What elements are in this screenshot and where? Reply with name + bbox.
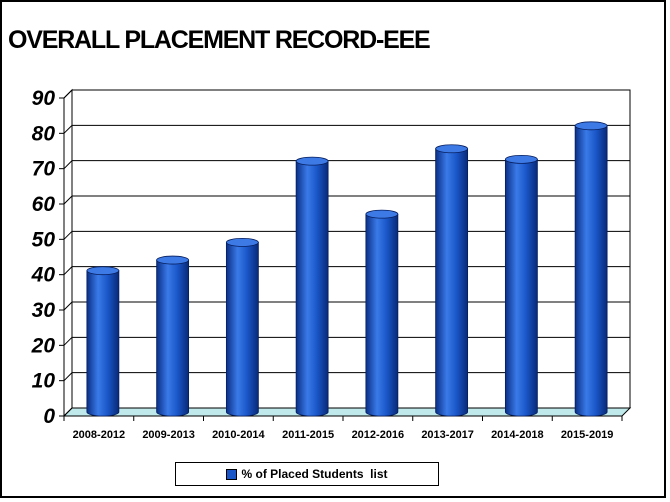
bar-top — [86, 266, 120, 276]
bar — [156, 259, 190, 417]
legend-swatch — [226, 468, 238, 480]
bar-top — [156, 255, 190, 265]
plot-floor — [62, 407, 632, 417]
bar — [86, 270, 120, 417]
bar-top — [574, 121, 608, 131]
y-tick-label: 30 — [32, 299, 56, 322]
gridline — [63, 89, 630, 99]
x-tick-label: 2013-2017 — [421, 429, 474, 441]
x-tick-label: 2008-2012 — [73, 429, 126, 441]
y-tick-label: 10 — [32, 370, 56, 393]
bar-top — [435, 144, 469, 154]
bar-top — [504, 154, 538, 164]
chart-legend: % of Placed Students list — [175, 462, 439, 486]
plot-back-wall — [71, 89, 631, 409]
y-tick-label: 50 — [32, 228, 56, 251]
legend-label: % of Placed Students list — [241, 467, 388, 481]
x-tick-label: 2014-2018 — [491, 429, 544, 441]
bar-top — [365, 209, 399, 219]
y-tick-label: 80 — [32, 122, 56, 145]
y-tick-label: 70 — [32, 158, 56, 181]
plot-side-wall — [63, 88, 73, 418]
bar — [225, 242, 259, 417]
bar — [435, 148, 469, 417]
bar — [574, 125, 608, 417]
y-tick-label: 40 — [31, 264, 56, 287]
x-tick-label: 2011-2015 — [282, 429, 334, 441]
x-tick-label: 2009-2013 — [142, 429, 195, 441]
x-tick-label: 2015-2019 — [561, 429, 614, 441]
y-tick-label: 0 — [43, 405, 55, 428]
y-tick-label: 90 — [32, 87, 56, 110]
bar-top — [225, 237, 259, 247]
y-tick-label: 60 — [32, 193, 56, 216]
x-tick-label: 2010-2014 — [212, 429, 265, 441]
bar — [504, 158, 538, 417]
gridline — [63, 124, 630, 134]
y-tick-label: 20 — [31, 334, 56, 357]
bar — [295, 160, 329, 417]
bar — [365, 213, 399, 417]
chart-title: OVERALL PLACEMENT RECORD-EEE — [8, 26, 431, 54]
bar-top — [295, 156, 329, 166]
x-tick-label: 2012-2016 — [352, 429, 405, 441]
